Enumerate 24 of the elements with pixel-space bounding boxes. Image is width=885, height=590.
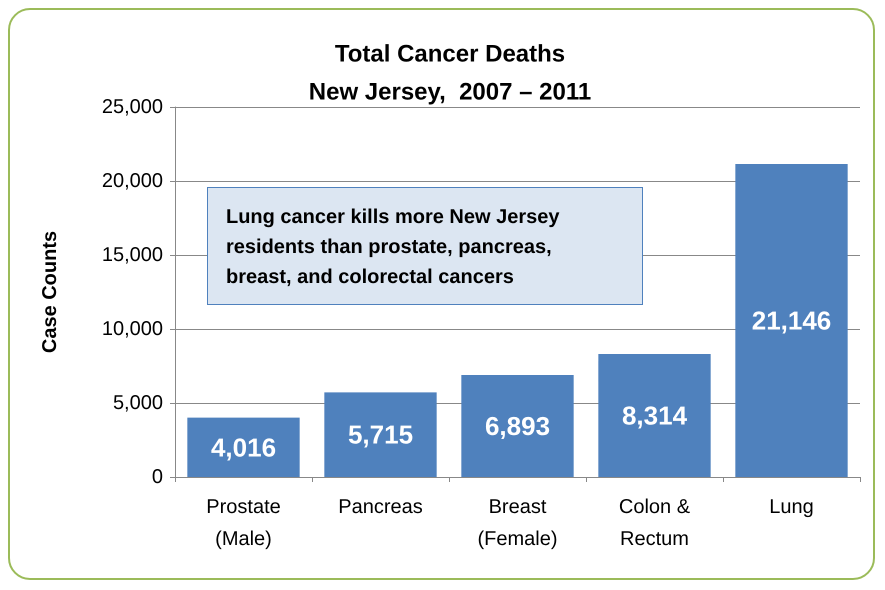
chart-title: Total Cancer Deaths New Jersey, 2007 – 2011 <box>308 40 592 106</box>
y-tick-label: 0 <box>152 466 163 488</box>
x-tick-label: Lung <box>769 496 814 518</box>
y-tick-label: 10,000 <box>102 318 163 340</box>
x-tick-label: Pancreas <box>338 496 423 518</box>
y-tick-label: 15,000 <box>102 244 163 266</box>
bar <box>735 164 848 477</box>
y-axis-title: Case Counts <box>39 230 61 354</box>
bar <box>598 354 711 477</box>
data-label: 5,715 <box>348 420 414 450</box>
data-label: 6,893 <box>484 410 550 441</box>
x-tick-label: Breast (Female) <box>477 496 558 550</box>
bar <box>324 392 437 477</box>
y-tick-label: 25,000 <box>102 96 163 118</box>
data-label: 4,016 <box>210 432 276 462</box>
bar <box>461 374 574 477</box>
y-tick-label: 5,000 <box>112 392 163 414</box>
text-box: Lung cancer kills more New Jersey residents than prostate, pancreas, breast, and colorectal cancers <box>207 187 643 305</box>
x-tick-label: Prostate (Male) <box>206 496 281 550</box>
y-tick-label: 20,000 <box>102 170 163 192</box>
data-label: 8,314 <box>622 400 688 430</box>
data-label: 21,146 <box>752 306 832 336</box>
bar <box>187 418 300 477</box>
x-tick-label: Colon & Rectum <box>618 496 691 550</box>
